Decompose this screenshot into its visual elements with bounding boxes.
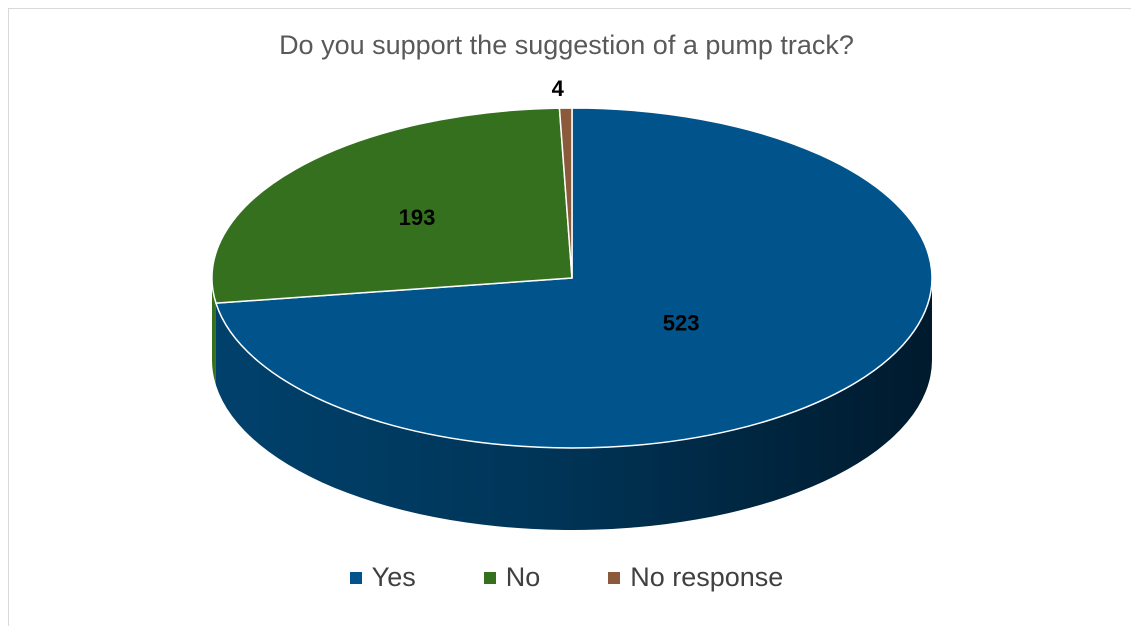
pie-side-no	[212, 278, 216, 386]
pie-slice-no	[211, 107, 573, 304]
legend-swatch-no-response	[608, 571, 621, 584]
legend-item-no-response: No response	[608, 562, 783, 593]
legend-swatch-yes	[349, 571, 362, 584]
chart-title: Do you support the suggestion of a pump …	[279, 30, 854, 60]
pie-side-yes	[215, 278, 932, 530]
data-label-no-response: 4	[552, 76, 565, 101]
legend-label-no-response: No response	[630, 562, 784, 592]
data-label-no: 193	[399, 205, 436, 230]
pie-label-group: 523 193 4	[399, 76, 700, 335]
legend-item-yes: Yes	[349, 562, 416, 593]
pie-slice-no-response	[558, 107, 573, 279]
legend-item-no: No	[483, 562, 541, 593]
pie-side-group	[212, 278, 932, 530]
legend-swatch-no	[483, 571, 496, 584]
legend-label-no: No	[505, 562, 541, 592]
legend-label-yes: Yes	[371, 562, 416, 592]
pie-top-group	[211, 107, 933, 449]
data-label-yes: 523	[663, 310, 700, 335]
pie-slice-yes	[215, 107, 933, 449]
legend: Yes No No response	[0, 562, 1133, 593]
